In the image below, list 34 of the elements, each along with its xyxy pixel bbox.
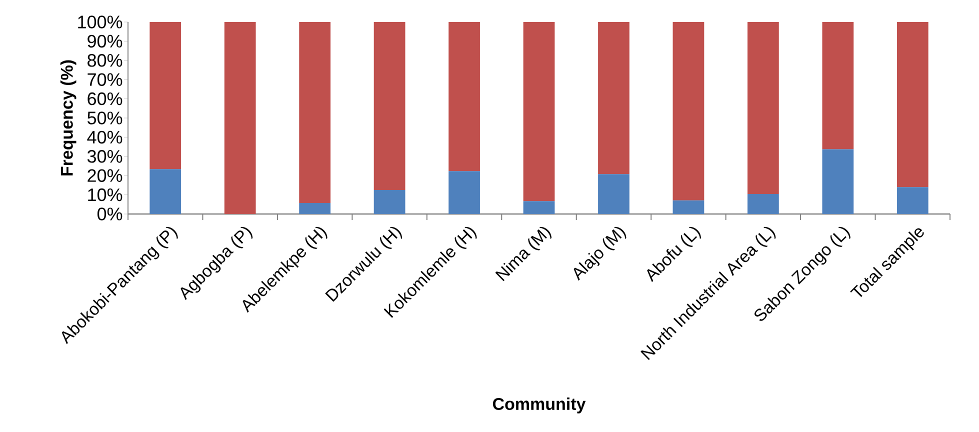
y-tick-label: 40% — [87, 130, 122, 144]
bar — [150, 169, 182, 214]
y-tick-label: 30% — [87, 150, 122, 163]
y-tick-label: 80% — [88, 54, 122, 67]
bar — [523, 201, 555, 214]
y-tick-label: 20% — [88, 169, 122, 182]
bar — [448, 171, 480, 214]
bar — [448, 22, 480, 172]
bar — [896, 22, 928, 188]
bar — [598, 22, 630, 174]
bar — [374, 190, 406, 214]
y-tick-label: 100% — [78, 16, 122, 28]
bar — [299, 22, 331, 204]
bar — [822, 149, 854, 214]
bar — [747, 194, 779, 214]
y-tick-label: 90% — [88, 34, 122, 48]
bar — [224, 22, 256, 214]
bar — [672, 200, 704, 214]
bar — [374, 22, 406, 190]
bar — [672, 22, 704, 200]
y-tick-label: 10% — [88, 188, 122, 202]
x-axis-title: Community — [492, 398, 586, 414]
bar — [822, 22, 854, 150]
bar — [896, 187, 928, 214]
y-tick-label: 50% — [87, 112, 122, 124]
y-tick-label: 60% — [88, 92, 122, 106]
y-axis-title: Frequency (%) — [60, 60, 76, 176]
bar — [299, 203, 331, 214]
y-tick-label: 70% — [88, 73, 122, 86]
y-tick-label: 0% — [97, 208, 122, 220]
bar — [523, 22, 555, 202]
bar — [747, 22, 779, 194]
bar — [598, 174, 630, 214]
bar — [150, 22, 182, 170]
